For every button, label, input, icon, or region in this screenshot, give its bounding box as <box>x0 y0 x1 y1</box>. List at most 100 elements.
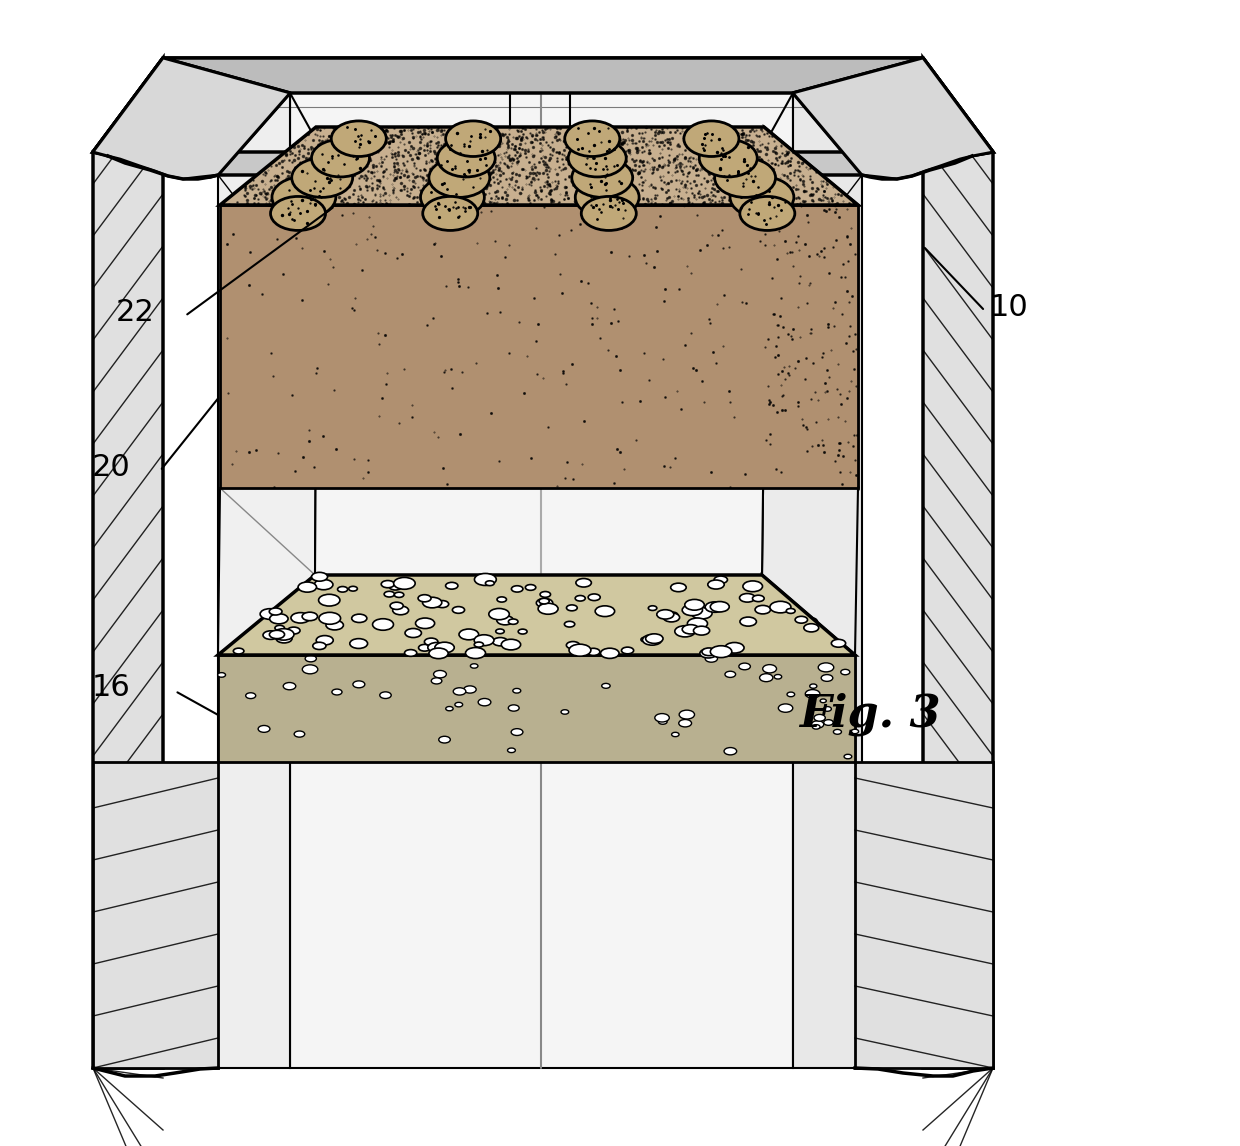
Ellipse shape <box>497 597 506 602</box>
Ellipse shape <box>463 736 472 741</box>
Polygon shape <box>93 58 290 179</box>
Polygon shape <box>219 205 858 488</box>
Polygon shape <box>219 127 858 205</box>
Ellipse shape <box>459 629 479 639</box>
Ellipse shape <box>755 605 770 614</box>
Ellipse shape <box>337 587 347 592</box>
Ellipse shape <box>671 583 686 591</box>
Ellipse shape <box>575 579 591 587</box>
Ellipse shape <box>569 644 591 657</box>
Text: 20: 20 <box>92 453 130 482</box>
Ellipse shape <box>802 650 812 656</box>
Polygon shape <box>218 93 290 1068</box>
Ellipse shape <box>684 121 739 157</box>
Ellipse shape <box>350 638 367 649</box>
Ellipse shape <box>811 721 823 728</box>
Ellipse shape <box>428 643 446 652</box>
Ellipse shape <box>678 720 689 725</box>
Polygon shape <box>218 682 856 762</box>
Ellipse shape <box>389 583 402 590</box>
Ellipse shape <box>353 681 365 688</box>
Polygon shape <box>315 410 764 575</box>
Ellipse shape <box>513 689 521 693</box>
Ellipse shape <box>435 642 454 653</box>
Ellipse shape <box>326 620 343 630</box>
Ellipse shape <box>492 637 508 646</box>
Ellipse shape <box>415 618 435 628</box>
Ellipse shape <box>445 121 501 157</box>
Ellipse shape <box>672 732 680 737</box>
Ellipse shape <box>291 158 352 197</box>
Ellipse shape <box>739 594 755 602</box>
Ellipse shape <box>641 716 652 723</box>
Ellipse shape <box>770 612 776 617</box>
Ellipse shape <box>246 749 258 756</box>
Ellipse shape <box>434 709 445 715</box>
Ellipse shape <box>641 637 650 642</box>
Ellipse shape <box>706 602 724 612</box>
Ellipse shape <box>269 609 281 615</box>
Text: 10: 10 <box>990 293 1029 322</box>
Ellipse shape <box>298 582 316 592</box>
Ellipse shape <box>763 665 776 673</box>
Ellipse shape <box>805 690 820 698</box>
Ellipse shape <box>272 176 336 218</box>
Ellipse shape <box>233 649 244 654</box>
Ellipse shape <box>445 582 458 589</box>
Ellipse shape <box>614 725 624 731</box>
Ellipse shape <box>714 576 728 583</box>
Ellipse shape <box>518 629 527 634</box>
Ellipse shape <box>311 140 370 176</box>
Ellipse shape <box>680 711 694 719</box>
Ellipse shape <box>719 722 729 728</box>
Polygon shape <box>763 410 858 656</box>
Ellipse shape <box>658 720 667 724</box>
Ellipse shape <box>445 706 453 711</box>
Polygon shape <box>93 762 218 1068</box>
Ellipse shape <box>537 598 553 607</box>
Polygon shape <box>923 58 993 1068</box>
Ellipse shape <box>270 196 326 230</box>
Ellipse shape <box>479 698 491 706</box>
Ellipse shape <box>730 176 794 218</box>
Ellipse shape <box>675 626 696 637</box>
Polygon shape <box>794 58 993 179</box>
Ellipse shape <box>321 698 331 702</box>
Ellipse shape <box>573 686 587 693</box>
Ellipse shape <box>600 649 619 659</box>
Ellipse shape <box>314 580 334 590</box>
Ellipse shape <box>319 612 341 625</box>
Ellipse shape <box>538 603 558 614</box>
Ellipse shape <box>277 634 293 643</box>
Ellipse shape <box>438 140 495 176</box>
Ellipse shape <box>647 736 655 740</box>
Polygon shape <box>794 93 862 1068</box>
Ellipse shape <box>303 665 317 674</box>
Ellipse shape <box>682 712 693 717</box>
Ellipse shape <box>841 669 849 675</box>
Ellipse shape <box>708 580 724 589</box>
Ellipse shape <box>470 664 477 668</box>
Ellipse shape <box>760 674 773 682</box>
Ellipse shape <box>312 642 326 650</box>
Polygon shape <box>93 58 993 152</box>
Ellipse shape <box>508 619 518 625</box>
Ellipse shape <box>823 720 833 725</box>
Ellipse shape <box>319 595 340 606</box>
Ellipse shape <box>642 635 662 645</box>
Ellipse shape <box>575 596 585 601</box>
Ellipse shape <box>812 724 820 729</box>
Ellipse shape <box>564 621 575 627</box>
Ellipse shape <box>497 615 513 625</box>
Ellipse shape <box>485 581 495 586</box>
Ellipse shape <box>621 647 634 654</box>
Ellipse shape <box>626 708 634 712</box>
Ellipse shape <box>739 664 750 669</box>
Ellipse shape <box>435 601 449 607</box>
Polygon shape <box>93 152 993 175</box>
Ellipse shape <box>418 595 432 602</box>
Ellipse shape <box>711 602 729 612</box>
Ellipse shape <box>810 684 817 689</box>
Ellipse shape <box>764 637 774 643</box>
Ellipse shape <box>405 628 422 637</box>
